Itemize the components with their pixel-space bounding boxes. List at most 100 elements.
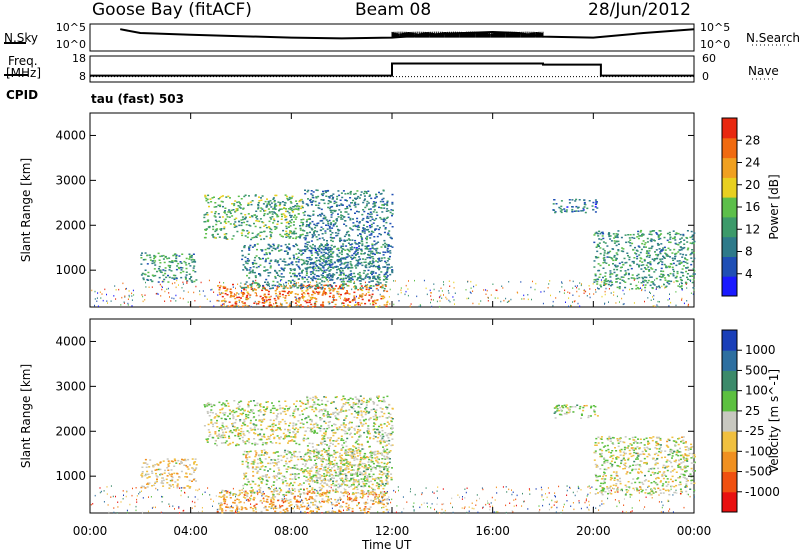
- data-cell: [265, 401, 268, 403]
- data-cell: [147, 275, 150, 277]
- data-cell: [622, 263, 625, 266]
- data-cell: [595, 256, 598, 259]
- data-cell: [239, 492, 242, 494]
- data-cell: [259, 457, 261, 460]
- data-cell: [324, 451, 326, 453]
- data-cell: [294, 296, 297, 298]
- data-cell: [359, 295, 362, 298]
- data-cell: [555, 203, 558, 205]
- data-cell: [157, 464, 160, 466]
- data-cell: [191, 261, 194, 263]
- data-cell: [241, 258, 244, 261]
- data-cell: [224, 301, 226, 303]
- data-cell: [616, 265, 619, 267]
- data-cell: [285, 246, 288, 249]
- data-cell: [295, 304, 297, 307]
- data-cell: [620, 250, 623, 252]
- data-cell: [237, 432, 240, 434]
- data-cell: [676, 280, 679, 283]
- data-cell: [580, 284, 582, 287]
- data-cell: [691, 238, 694, 240]
- data-cell: [247, 232, 250, 235]
- data-cell: [340, 239, 343, 242]
- data-cell: [311, 497, 314, 500]
- data-cell: [680, 249, 683, 251]
- data-cell: [245, 268, 248, 270]
- data-cell: [351, 254, 354, 257]
- data-cell: [370, 223, 373, 226]
- data-cell: [290, 262, 293, 264]
- data-cell: [454, 292, 456, 294]
- data-cell: [319, 260, 322, 263]
- data-cell: [232, 416, 235, 418]
- data-cell: [268, 503, 271, 505]
- data-cell: [565, 210, 568, 213]
- data-cell: [264, 200, 267, 203]
- data-cell: [578, 288, 580, 290]
- data-cell: [313, 303, 316, 305]
- data-cell: [508, 300, 510, 302]
- data-cell: [219, 293, 222, 296]
- data-cell: [603, 284, 605, 286]
- data-cell: [277, 244, 280, 246]
- data-cell: [205, 228, 208, 230]
- nsearch-label: N.Search: [746, 31, 800, 45]
- data-cell: [221, 216, 224, 218]
- data-cell: [469, 291, 471, 293]
- data-cell: [278, 305, 280, 307]
- data-cell: [361, 243, 364, 245]
- data-cell: [470, 280, 472, 283]
- data-cell: [260, 231, 263, 233]
- data-cell: [679, 262, 682, 264]
- data-cell: [245, 298, 247, 301]
- data-cell: [672, 259, 675, 261]
- data-cell: [353, 252, 356, 255]
- data-cell: [309, 506, 312, 509]
- data-cell: [342, 287, 345, 289]
- data-cell: [613, 254, 616, 257]
- data-cell: [295, 264, 298, 266]
- data-cell: [336, 269, 339, 271]
- data-cell: [280, 285, 283, 288]
- data-cell: [416, 295, 418, 298]
- data-cell: [258, 284, 261, 286]
- data-cell: [327, 510, 330, 513]
- data-cell: [296, 205, 299, 207]
- data-cell: [265, 235, 268, 238]
- data-cell: [347, 238, 350, 240]
- data-cell: [331, 463, 334, 466]
- data-cell: [371, 490, 374, 493]
- data-cell: [165, 276, 168, 279]
- data-cell: [366, 257, 369, 259]
- data-cell: [640, 268, 643, 270]
- data-cell: [588, 285, 590, 287]
- data-cell: [311, 233, 314, 236]
- data-cell: [373, 301, 376, 303]
- data-cell: [313, 261, 316, 264]
- data-cell: [453, 287, 455, 289]
- data-cell: [306, 502, 309, 504]
- data-cell: [344, 199, 347, 201]
- data-cell: [644, 242, 647, 244]
- data-cell: [311, 201, 314, 203]
- data-cell: [326, 276, 328, 278]
- data-cell: [170, 300, 172, 302]
- data-cell: [267, 201, 270, 204]
- data-cell: [348, 507, 351, 509]
- data-cell: [335, 480, 338, 483]
- data-cell: [336, 292, 338, 295]
- data-cell: [383, 466, 386, 469]
- data-cell: [295, 400, 298, 402]
- data-cell: [247, 414, 250, 416]
- data-cell: [296, 505, 299, 507]
- data-cell: [314, 200, 317, 203]
- data-cell: [275, 194, 278, 197]
- data-cell: [607, 279, 610, 282]
- data-cell: [270, 218, 273, 220]
- data-cell: [303, 230, 306, 232]
- data-cell: [209, 411, 212, 414]
- data-cell: [161, 286, 163, 288]
- data-cell: [297, 489, 300, 491]
- data-cell: [236, 415, 239, 417]
- data-cell: [225, 222, 228, 224]
